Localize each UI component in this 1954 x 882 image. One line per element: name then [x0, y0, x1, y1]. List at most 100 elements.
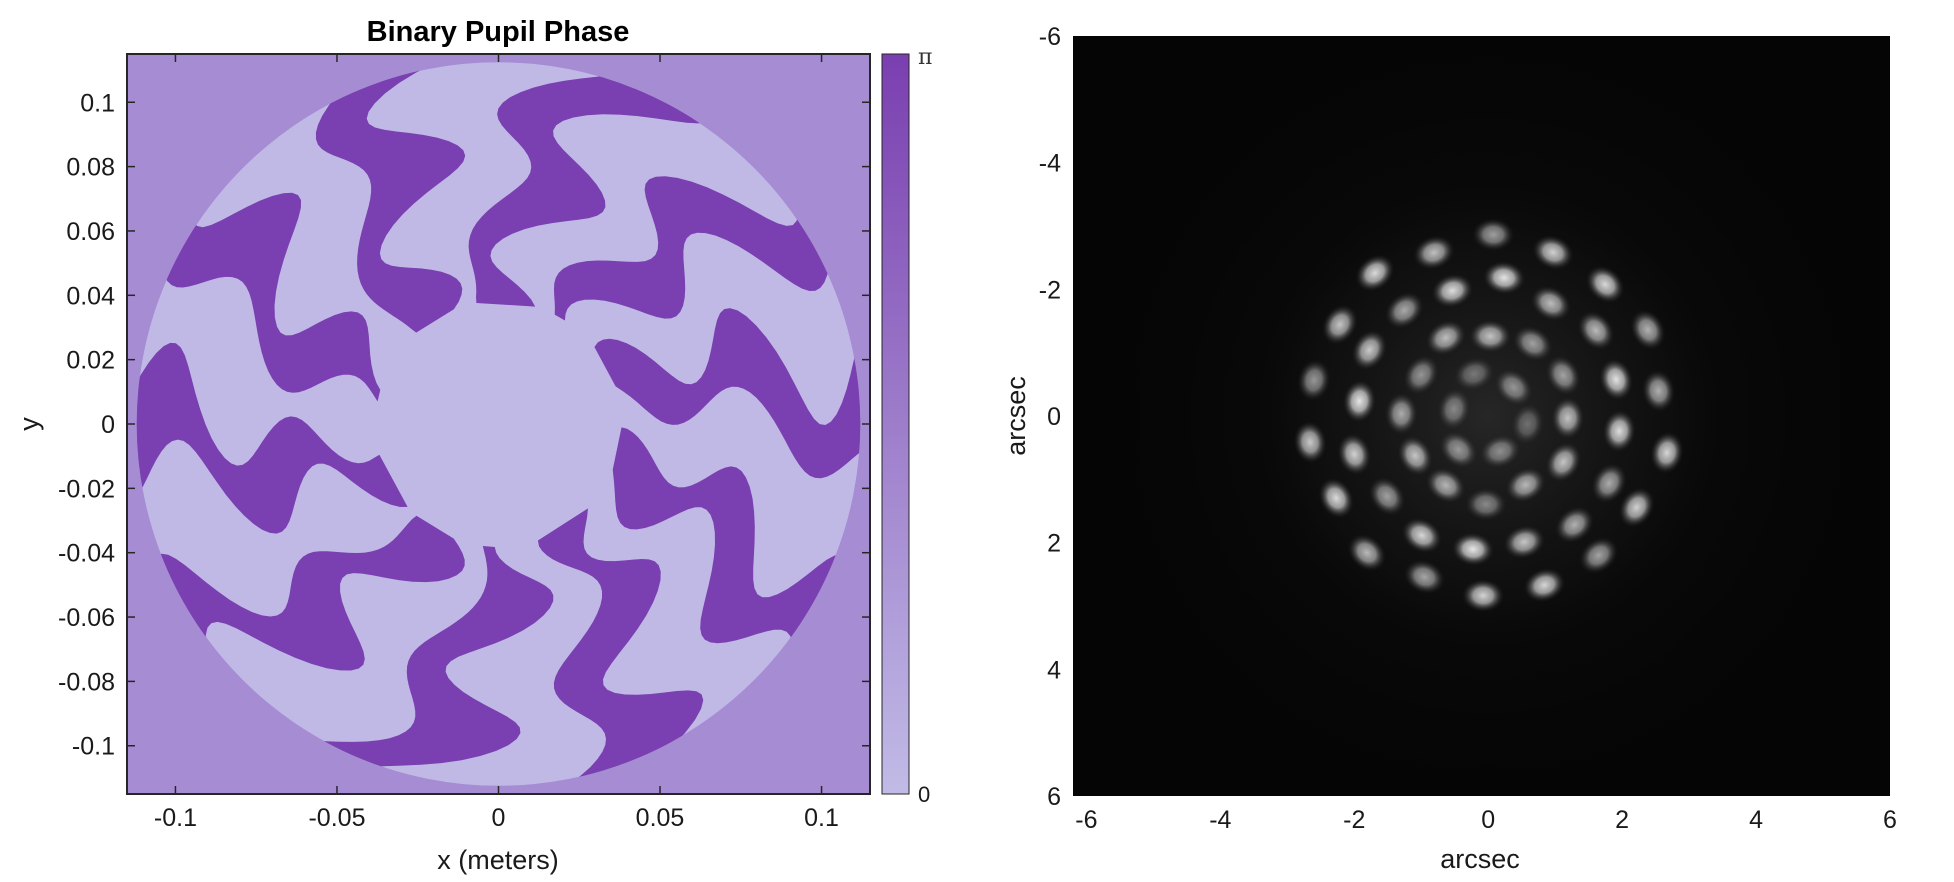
y-tick-label: -2 — [1039, 276, 1061, 304]
y-tick-label: -0.06 — [58, 604, 115, 632]
psf-speckle — [1354, 253, 1396, 293]
x-tick-label: 0 — [492, 804, 506, 832]
x-tick-label: -6 — [1075, 806, 1097, 834]
psf-speckle — [1430, 273, 1475, 309]
x-tick-label: 2 — [1615, 806, 1629, 834]
phase-pi-arm — [468, 66, 715, 307]
psf-speckle — [1384, 391, 1419, 436]
x-axis-label: x (meters) — [437, 845, 559, 875]
y-tick-label: -0.02 — [58, 475, 115, 503]
psf-speckle — [1350, 328, 1388, 372]
y-tick-label: -0.1 — [72, 733, 115, 761]
psf-speckle — [1649, 430, 1685, 475]
y-tick-label: 4 — [1047, 656, 1061, 684]
y-tick-label: 0 — [1047, 403, 1061, 431]
y-tick-label: 0.08 — [66, 154, 115, 182]
y-tick-label: -0.08 — [58, 668, 115, 696]
phase-pi-arm — [286, 546, 554, 778]
psf-speckle — [1438, 430, 1479, 470]
psf-chart: -6 -4 -2 0 2 4 6 -6 -4 -2 0 2 4 6 arcsec arcsec — [1001, 23, 1897, 874]
psf-speckle — [1493, 367, 1534, 407]
x-tick-label: 6 — [1883, 806, 1897, 834]
psf-speckle — [1450, 531, 1495, 567]
phase-pi-arm — [594, 308, 870, 479]
chart-title: Binary Pupil Phase — [367, 16, 630, 48]
colorbar-min-label: 0 — [918, 782, 930, 807]
psf-speckle — [1463, 487, 1508, 522]
x-tick-label: -4 — [1209, 806, 1231, 834]
x-tick-label: 0 — [1481, 806, 1495, 834]
psf-speckle — [1584, 264, 1626, 304]
psf-speckle — [1317, 477, 1355, 520]
psf-speckle — [1641, 368, 1676, 413]
psf-speckle — [1402, 354, 1440, 396]
psf-speckle — [1436, 387, 1472, 432]
x-tick-label: -0.1 — [154, 804, 197, 832]
x-tick-label: 0.1 — [804, 804, 839, 832]
x-tick-label: 0.05 — [636, 804, 685, 832]
y-tick-label: -6 — [1039, 23, 1061, 51]
psf-speckle — [1482, 260, 1527, 296]
psf-speckle — [1478, 433, 1522, 470]
colorbar-gradient — [881, 53, 910, 795]
y-tick-label: 0.06 — [66, 218, 115, 246]
outside-pupil-mask — [127, 54, 870, 794]
psf-speckle — [1502, 524, 1546, 560]
psf-speckle — [1522, 567, 1567, 603]
y-tick-label: 6 — [1047, 783, 1061, 811]
psf-speckle — [1296, 358, 1332, 403]
psf-speckle — [1321, 303, 1359, 346]
psf-speckle — [1471, 217, 1516, 252]
psf-speckle — [1578, 536, 1619, 575]
x-axis-label: arcsec — [1440, 844, 1520, 874]
psf-speckle — [1342, 379, 1377, 424]
psf-speckle — [1346, 533, 1387, 573]
psf-speckle — [1511, 324, 1554, 363]
y-axis-label: arcsec — [1001, 376, 1031, 456]
psf-speckle — [1424, 319, 1467, 357]
psf-outer-halo — [1073, 36, 1890, 796]
phase-pi-arms — [127, 54, 870, 794]
phase-pi-arm — [612, 427, 851, 678]
psf-speckle — [1598, 357, 1634, 402]
y-tick-label: -0.04 — [58, 540, 115, 568]
psf-speckle — [1396, 434, 1434, 477]
psf-speckle — [1452, 356, 1496, 392]
y-axis-ticks: 0.1 0.08 0.06 0.04 0.02 0 -0.02 -0.04 -0.06 -0.08… — [58, 89, 870, 761]
psf-speckle — [1383, 291, 1425, 330]
psf-speckle — [1629, 308, 1667, 351]
psf-speckle — [1550, 396, 1586, 441]
psf-speckle — [1617, 486, 1656, 529]
central-zero-phase-disk — [401, 327, 596, 521]
psf-image — [1073, 36, 1890, 796]
psf-speckle — [1544, 354, 1582, 397]
y-axis-ticks: -6 -4 -2 0 2 4 6 — [1039, 23, 1061, 811]
psf-speckle — [1336, 432, 1372, 476]
pupil-phase-chart: Binary Pupil Phase -0.1 -0.05 0 0.05 0.1 0.1… — [14, 16, 932, 875]
y-tick-label: 0.02 — [66, 347, 115, 375]
psf-speckle — [1510, 402, 1546, 446]
colorbar-max-label: π — [918, 45, 932, 70]
psf-speckle — [1400, 516, 1443, 554]
psf-speckle — [1590, 462, 1628, 505]
psf-speckle — [1529, 284, 1572, 322]
y-tick-label: 0.04 — [66, 282, 115, 310]
y-axis-label: y — [14, 417, 44, 431]
phase-pi-arm — [554, 175, 833, 321]
psf-speckle — [1601, 409, 1637, 454]
x-axis-ticks: -6 -4 -2 0 2 4 6 — [1075, 806, 1897, 834]
psf-speckle — [1554, 505, 1595, 544]
psf-speckle — [1402, 558, 1446, 595]
phase-pi-arm — [127, 342, 408, 534]
psf-speckle — [1461, 578, 1506, 613]
psf-speckle — [1468, 318, 1513, 354]
pupil-image — [127, 54, 870, 794]
x-axis-ticks: -0.1 -0.05 0 0.05 0.1 — [154, 54, 839, 832]
x-tick-label: 4 — [1749, 806, 1763, 834]
y-tick-label: 0 — [101, 411, 115, 439]
x-tick-label: -0.05 — [308, 804, 365, 832]
psf-speckle — [1367, 475, 1407, 517]
phase-pi-arm — [315, 54, 466, 333]
y-tick-label: 0.1 — [80, 89, 115, 117]
